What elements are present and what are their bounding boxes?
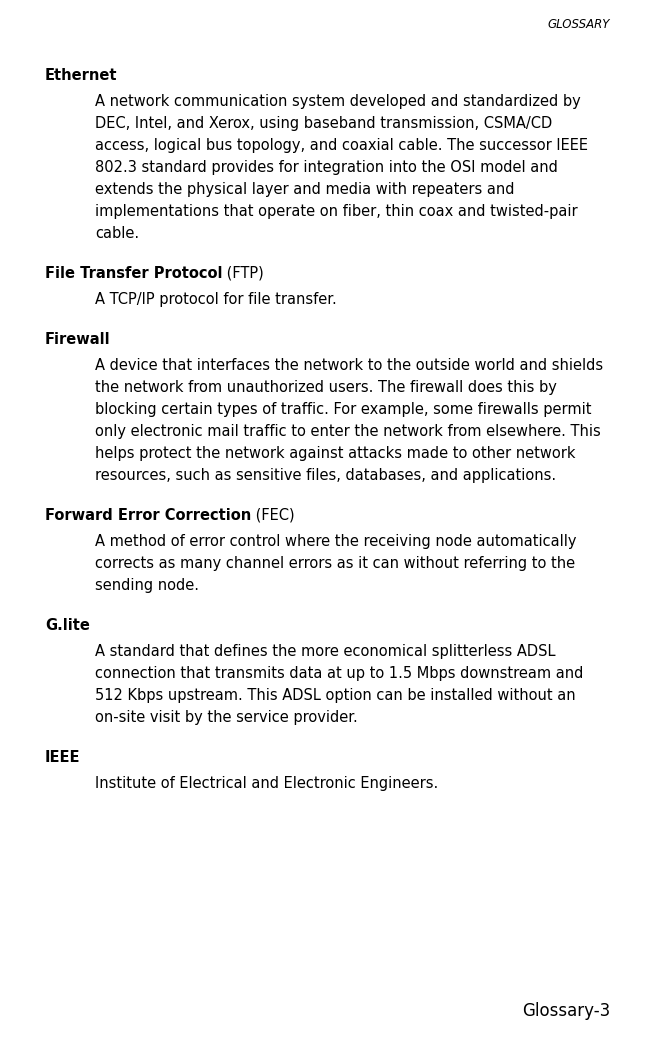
Text: sending node.: sending node. xyxy=(95,578,199,593)
Text: GLOSSARY: GLOSSARY xyxy=(548,18,610,31)
Text: corrects as many channel errors as it can without referring to the: corrects as many channel errors as it ca… xyxy=(95,556,575,571)
Text: G.lite: G.lite xyxy=(45,618,90,633)
Text: Institute of Electrical and Electronic Engineers.: Institute of Electrical and Electronic E… xyxy=(95,776,438,791)
Text: A method of error control where the receiving node automatically: A method of error control where the rece… xyxy=(95,534,576,549)
Text: Forward Error Correction: Forward Error Correction xyxy=(45,508,251,523)
Text: IEEE: IEEE xyxy=(45,750,81,765)
Text: (FEC): (FEC) xyxy=(251,508,295,523)
Text: connection that transmits data at up to 1.5 Mbps downstream and: connection that transmits data at up to … xyxy=(95,665,583,681)
Text: A TCP/IP protocol for file transfer.: A TCP/IP protocol for file transfer. xyxy=(95,292,337,307)
Text: A standard that defines the more economical splitterless ADSL: A standard that defines the more economi… xyxy=(95,645,556,659)
Text: Ethernet: Ethernet xyxy=(45,68,118,83)
Text: (FTP): (FTP) xyxy=(223,266,264,281)
Text: File Transfer Protocol: File Transfer Protocol xyxy=(45,266,223,281)
Text: 512 Kbps upstream. This ADSL option can be installed without an: 512 Kbps upstream. This ADSL option can … xyxy=(95,687,576,703)
Text: access, logical bus topology, and coaxial cable. The successor IEEE: access, logical bus topology, and coaxia… xyxy=(95,138,588,153)
Text: blocking certain types of traffic. For example, some firewalls permit: blocking certain types of traffic. For e… xyxy=(95,402,591,417)
Text: Glossary-3: Glossary-3 xyxy=(522,1002,610,1020)
Text: extends the physical layer and media with repeaters and: extends the physical layer and media wit… xyxy=(95,182,514,197)
Text: only electronic mail traffic to enter the network from elsewhere. This: only electronic mail traffic to enter th… xyxy=(95,424,600,439)
Text: the network from unauthorized users. The firewall does this by: the network from unauthorized users. The… xyxy=(95,380,557,395)
Text: implementations that operate on fiber, thin coax and twisted-pair: implementations that operate on fiber, t… xyxy=(95,204,578,219)
Text: A device that interfaces the network to the outside world and shields: A device that interfaces the network to … xyxy=(95,358,603,373)
Text: DEC, Intel, and Xerox, using baseband transmission, CSMA/CD: DEC, Intel, and Xerox, using baseband tr… xyxy=(95,116,553,131)
Text: helps protect the network against attacks made to other network: helps protect the network against attack… xyxy=(95,446,576,461)
Text: 802.3 standard provides for integration into the OSI model and: 802.3 standard provides for integration … xyxy=(95,160,558,175)
Text: Firewall: Firewall xyxy=(45,332,110,347)
Text: A network communication system developed and standardized by: A network communication system developed… xyxy=(95,94,581,109)
Text: cable.: cable. xyxy=(95,226,139,241)
Text: resources, such as sensitive files, databases, and applications.: resources, such as sensitive files, data… xyxy=(95,468,556,483)
Text: on-site visit by the service provider.: on-site visit by the service provider. xyxy=(95,709,358,725)
